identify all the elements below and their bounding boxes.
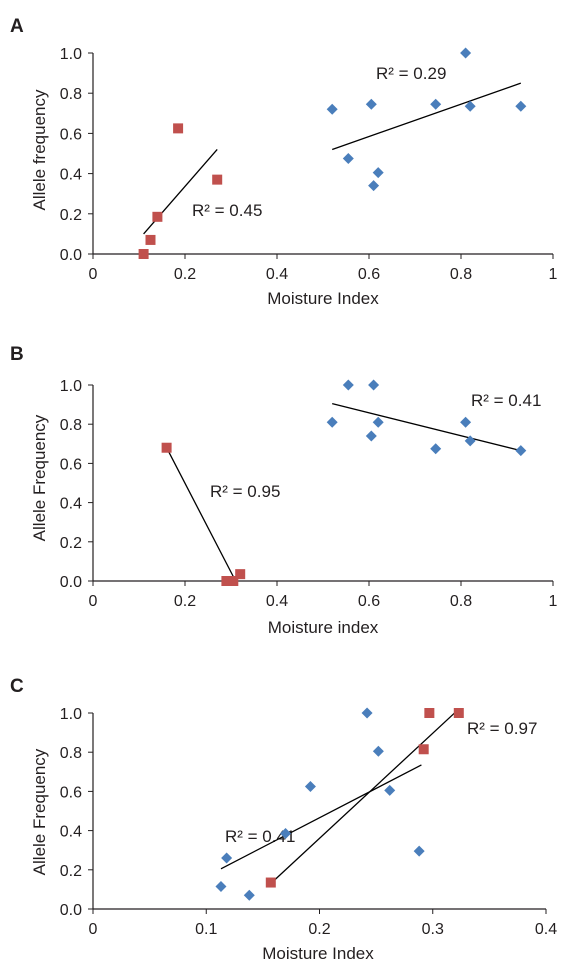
data-point-diamond xyxy=(368,379,380,391)
data-point-square xyxy=(265,877,276,888)
data-point-diamond xyxy=(342,379,354,391)
data-point-square xyxy=(424,708,435,718)
x-tick-label: 1 xyxy=(549,593,558,610)
data-point-diamond xyxy=(384,784,396,796)
data-point-diamond xyxy=(515,445,527,457)
data-point-square xyxy=(235,569,246,580)
panel-c: C Moisture Index Allele Frequency R² = 0… xyxy=(10,676,557,962)
x-tick-label: 0 xyxy=(89,921,98,938)
y-tick-label: 1.0 xyxy=(60,378,82,395)
panel-a: A Moisture Index Allele frequency R² = 0… xyxy=(10,16,558,308)
data-point-diamond xyxy=(460,47,472,59)
panel-label: C xyxy=(10,676,24,697)
x-tick-label: 0.4 xyxy=(535,921,557,938)
data-point-diamond xyxy=(464,100,476,112)
y-tick-label: 0.2 xyxy=(60,863,82,880)
data-point-diamond xyxy=(430,98,442,110)
data-point-diamond xyxy=(326,416,338,428)
x-tick-label: 0.8 xyxy=(450,593,472,610)
x-axis-title: Moisture index xyxy=(268,618,379,637)
y-tick-label: 0.0 xyxy=(60,574,82,591)
r2-label-red: R² = 0.45 xyxy=(192,201,262,220)
x-tick-label: 0.6 xyxy=(358,266,380,283)
data-point-diamond xyxy=(464,435,476,447)
x-tick-label: 0 xyxy=(89,593,98,610)
data-point-diamond xyxy=(215,880,227,892)
trendline-red xyxy=(270,708,460,884)
y-tick-label: 0.4 xyxy=(60,496,82,513)
data-point-square xyxy=(161,442,172,453)
trendline-red xyxy=(166,447,237,582)
data-point-square xyxy=(138,249,149,259)
y-tick-label: 0.2 xyxy=(60,207,82,224)
x-tick-label: 1 xyxy=(549,266,558,283)
data-point-diamond xyxy=(304,781,316,792)
data-point-diamond xyxy=(368,180,380,192)
data-point-square xyxy=(152,211,163,222)
y-axis-title: Allele Frequency xyxy=(30,414,49,541)
data-point-diamond xyxy=(430,443,442,455)
y-tick-label: 0.0 xyxy=(60,247,82,264)
x-tick-label: 0.4 xyxy=(266,266,288,283)
data-point-square xyxy=(228,576,239,586)
x-tick-label: 0.2 xyxy=(174,266,196,283)
y-tick-label: 0.8 xyxy=(60,86,82,103)
data-point-diamond xyxy=(372,416,384,428)
data-point-diamond xyxy=(460,416,472,428)
data-point-diamond xyxy=(413,845,425,857)
data-point-diamond xyxy=(280,828,292,840)
x-tick-label: 0.3 xyxy=(422,921,444,938)
data-point-diamond xyxy=(365,430,377,442)
y-tick-label: 0.4 xyxy=(60,167,82,184)
data-point-square xyxy=(145,234,156,245)
data-point-diamond xyxy=(365,98,377,110)
r2-label-blue: R² = 0.41 xyxy=(471,391,541,410)
panel-label: A xyxy=(10,16,24,37)
data-point-square xyxy=(212,174,223,185)
y-tick-label: 1.0 xyxy=(60,46,82,63)
y-tick-label: 0.6 xyxy=(60,456,82,473)
data-point-diamond xyxy=(372,745,384,757)
data-point-diamond xyxy=(515,100,527,112)
y-tick-label: 0.2 xyxy=(60,535,82,552)
data-point-square xyxy=(418,744,429,755)
x-tick-label: 0.8 xyxy=(450,266,472,283)
data-point-diamond xyxy=(326,103,338,115)
data-point-square xyxy=(453,708,464,718)
data-point-diamond xyxy=(372,167,384,179)
y-tick-label: 0.6 xyxy=(60,126,82,143)
trendline-blue xyxy=(331,82,522,151)
x-tick-label: 0.2 xyxy=(174,593,196,610)
x-tick-label: 0.4 xyxy=(266,593,288,610)
y-tick-label: 0.8 xyxy=(60,417,82,434)
x-tick-label: 0.1 xyxy=(195,921,217,938)
r2-label-blue: R² = 0.29 xyxy=(376,64,446,83)
y-tick-label: 0.6 xyxy=(60,784,82,801)
data-point-diamond xyxy=(221,852,233,864)
data-point-diamond xyxy=(361,707,373,719)
y-axis-title: Allele frequency xyxy=(30,89,49,210)
x-axis-title: Moisture Index xyxy=(267,289,379,308)
r2-label-blue: R² = 0.41 xyxy=(225,827,295,846)
trendline-blue xyxy=(220,764,422,870)
r2-label-red: R² = 0.97 xyxy=(467,719,537,738)
data-point-diamond xyxy=(243,889,255,901)
x-tick-label: 0 xyxy=(89,266,98,283)
x-tick-label: 0.2 xyxy=(308,921,330,938)
data-point-square xyxy=(221,576,232,586)
y-tick-label: 0.0 xyxy=(60,902,82,919)
panel-b: B Moisture index Allele Frequency R² = 0… xyxy=(10,344,558,637)
x-tick-label: 0.6 xyxy=(358,593,380,610)
x-axis-title: Moisture Index xyxy=(262,944,374,962)
y-tick-label: 0.4 xyxy=(60,824,82,841)
trendline-blue xyxy=(332,402,521,452)
y-tick-label: 0.8 xyxy=(60,745,82,762)
data-point-diamond xyxy=(342,153,354,165)
y-tick-label: 1.0 xyxy=(60,706,82,723)
y-axis-title: Allele Frequency xyxy=(30,748,49,875)
data-point-square xyxy=(173,123,184,134)
panel-label: B xyxy=(10,344,24,365)
r2-label-red: R² = 0.95 xyxy=(210,482,280,501)
